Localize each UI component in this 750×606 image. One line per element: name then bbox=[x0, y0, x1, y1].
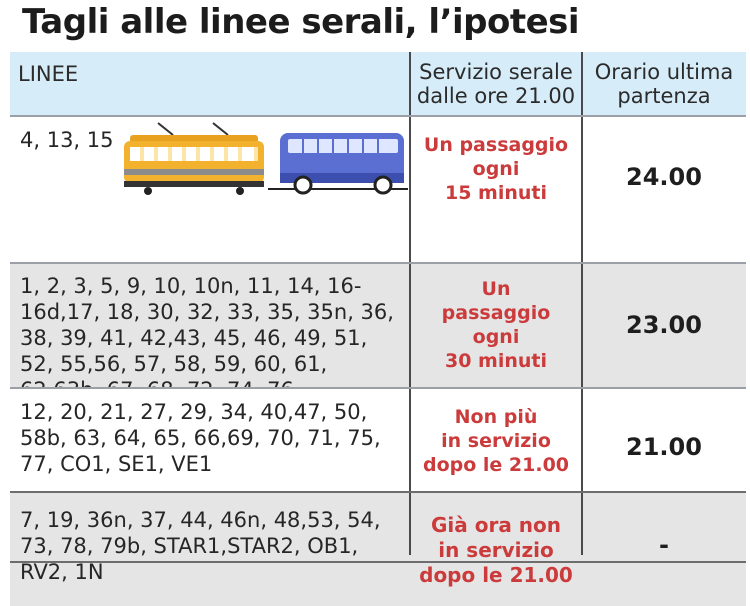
row-last-departure: 21.00 bbox=[626, 433, 702, 461]
table-header: LINEE Servizio serale dalle ore 21.00 Or… bbox=[10, 52, 746, 115]
header-last-line1: Orario ultima bbox=[594, 60, 734, 84]
table-row: 7, 19, 36n, 37, 44, 46n, 48,53, 54, 73, … bbox=[10, 491, 746, 606]
page-title: Tagli alle linee serali, l’ipotesi bbox=[22, 2, 580, 42]
table-row: 12, 20, 21, 27, 29, 34, 40,47, 50, 58b, … bbox=[10, 387, 746, 491]
lines-table: LINEE Servizio serale dalle ore 21.00 Or… bbox=[10, 52, 746, 606]
tram-icon bbox=[124, 122, 264, 195]
row-last-departure: 23.00 bbox=[626, 311, 702, 339]
header-service-line1: Servizio serale bbox=[419, 60, 573, 84]
row-lines: 7, 19, 36n, 37, 44, 46n, 48,53, 54, 73, … bbox=[20, 508, 381, 584]
row-divider bbox=[10, 491, 746, 493]
row-service: Non più in servizio dopo le 21.00 bbox=[422, 406, 570, 476]
table-bottom-border bbox=[10, 561, 746, 563]
row-lines: 1, 2, 3, 5, 9, 10, 10n, 11, 14, 16-16d,1… bbox=[20, 274, 394, 402]
column-divider bbox=[581, 52, 583, 555]
row-lines: 4, 13, 15 bbox=[20, 128, 114, 152]
column-divider bbox=[409, 52, 411, 555]
bus-icon bbox=[268, 133, 408, 195]
row-service: Un passaggio ogni 15 minuti bbox=[423, 134, 569, 204]
row-divider bbox=[10, 115, 746, 117]
table-row: 4, 13, 15 bbox=[10, 115, 746, 263]
row-divider bbox=[10, 262, 746, 264]
row-service: Un passaggio ogni 30 minuti bbox=[441, 278, 551, 372]
tram-bus-illustration bbox=[124, 122, 408, 195]
row-lines: 12, 20, 21, 27, 29, 34, 40,47, 50, 58b, … bbox=[20, 400, 381, 476]
header-last-line2: partenza bbox=[617, 84, 711, 108]
header-lines: LINEE bbox=[18, 62, 79, 86]
row-service: Già ora non in servizio dopo le 21.00 bbox=[419, 513, 573, 587]
row-last-departure: - bbox=[659, 531, 669, 559]
header-service-line2: dalle ore 21.00 bbox=[416, 84, 576, 108]
table-row: 1, 2, 3, 5, 9, 10, 10n, 11, 14, 16-16d,1… bbox=[10, 263, 746, 402]
row-last-departure: 24.00 bbox=[626, 163, 702, 191]
row-divider bbox=[10, 387, 746, 389]
